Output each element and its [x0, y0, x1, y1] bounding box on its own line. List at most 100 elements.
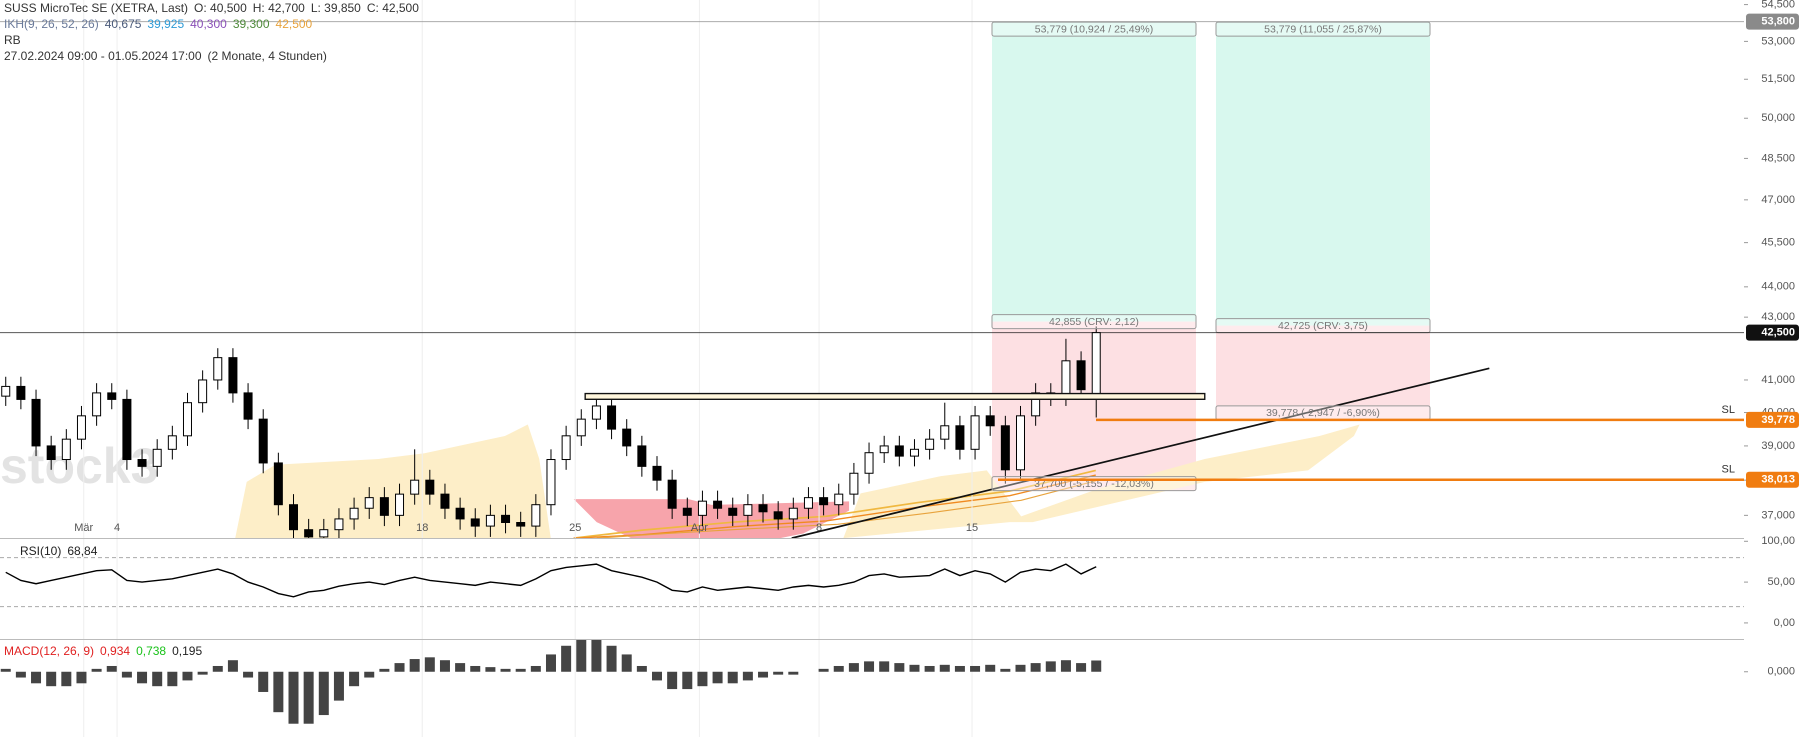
macd-bar — [909, 664, 920, 672]
macd-bar — [939, 664, 950, 672]
y-tick-label: 53,000 — [1761, 35, 1795, 47]
candle-body — [576, 418, 586, 437]
indicator-values: 40,675 39,925 40,300 39,300 42,500 — [105, 17, 319, 31]
position-label-box — [1215, 21, 1431, 37]
candle-body — [849, 472, 859, 495]
candle-body — [258, 418, 268, 464]
candle-body — [773, 511, 783, 520]
position-label-box — [991, 314, 1197, 330]
y-tick-label: 41,000 — [1761, 374, 1795, 386]
candle-body — [470, 518, 480, 527]
x-tick-label: 4 — [114, 522, 120, 534]
macd-bar — [621, 654, 632, 672]
macd-bar — [1000, 668, 1011, 672]
candle-body — [440, 493, 450, 509]
macd-bar — [576, 640, 587, 672]
x-tick-label: 15 — [966, 522, 978, 534]
candle-body — [637, 445, 647, 467]
candle-body — [485, 514, 495, 527]
level-badge — [1746, 13, 1799, 30]
level-label: 38,013 — [1761, 474, 1795, 486]
macd-bar — [652, 671, 663, 681]
duration: (2 Monate, 4 Stunden) — [207, 49, 327, 63]
range: 27.02.2024 09:00 - 01.05.2024 17:00 — [4, 49, 202, 63]
macd-bar — [954, 665, 965, 672]
macd-bar — [31, 671, 42, 684]
candle-body — [31, 398, 41, 447]
indicator-value: 40,300 — [190, 17, 227, 31]
candle-body — [546, 459, 556, 506]
candle-body — [561, 435, 571, 461]
macd-bar — [455, 663, 466, 672]
indicator-value: 39,925 — [147, 17, 185, 31]
candle-body — [1076, 360, 1086, 391]
target-zone — [1216, 22, 1430, 326]
macd-bar — [212, 665, 223, 672]
ohlc: O: 40,500 H: 42,700 L: 39,850 C: 42,500 — [194, 1, 425, 15]
x-tick-label: Mär — [74, 522, 93, 534]
macd-bar — [439, 660, 450, 672]
candle-body — [379, 497, 389, 516]
candle-body — [349, 507, 359, 520]
candle-body — [985, 415, 995, 427]
macd-bar — [742, 671, 753, 681]
ohlc-value: H: 42,700 — [252, 1, 305, 15]
macd-bar — [636, 665, 647, 672]
candle-body — [137, 459, 147, 467]
candle-body — [667, 479, 677, 509]
macd-bar — [379, 668, 390, 672]
candle-body — [319, 529, 329, 538]
ohlc-value: L: 39,850 — [310, 1, 361, 15]
position-label: 42,725 (CRV: 3,75) — [1278, 320, 1368, 332]
level-badge — [1746, 471, 1799, 488]
macd-bar — [182, 671, 193, 681]
y-tick-label: 50,000 — [1761, 112, 1795, 124]
candle-body — [682, 507, 692, 516]
macd-bar — [76, 671, 87, 684]
macd-bar — [303, 671, 314, 724]
candle-body — [652, 465, 662, 481]
candle-body — [1061, 360, 1071, 397]
candle-body — [758, 504, 768, 513]
resistance-zone — [584, 392, 1206, 400]
candle-body — [16, 385, 26, 400]
candle-body — [819, 497, 829, 506]
y-tick-label: 100,00 — [1761, 535, 1795, 547]
candle-body — [909, 448, 919, 457]
candle-body — [76, 415, 86, 440]
macd-bar — [1091, 660, 1102, 672]
ohlc-value: C: 42,500 — [366, 1, 419, 15]
macd-bar — [15, 671, 26, 678]
position-label: 53,779 (11,055 / 25,87%) — [1264, 23, 1382, 35]
range-row: 27.02.2024 09:00 - 01.05.2024 17:00 (2 Mo… — [4, 48, 431, 64]
candle-body — [591, 405, 601, 420]
candle-body — [243, 392, 253, 420]
position-label: 42,855 (CRV: 2,12) — [1049, 316, 1139, 328]
ohlc-value: O: 40,500 — [194, 1, 247, 15]
macd-bar — [894, 663, 905, 672]
macd-bar — [667, 671, 678, 690]
macd-bar — [606, 645, 617, 672]
y-tick-label: 44,000 — [1761, 281, 1795, 293]
macd-bar — [394, 663, 405, 672]
level-name: SL — [1722, 404, 1735, 416]
y-tick-label: 54,500 — [1761, 0, 1795, 10]
candle-body — [395, 493, 405, 516]
macd-bar — [152, 671, 163, 687]
candle-body — [970, 415, 980, 450]
macd-bar — [424, 657, 435, 672]
candle-body — [167, 435, 177, 450]
candle-body — [1015, 415, 1025, 471]
candle-body — [289, 504, 299, 531]
rsi-value: 68,84 — [67, 544, 98, 558]
y-tick-label: 43,000 — [1761, 311, 1795, 323]
y-tick-label: 0,00 — [1774, 617, 1795, 629]
macd-bar — [227, 660, 238, 672]
candle-body — [334, 518, 344, 531]
macd-bar — [727, 671, 738, 684]
y-tick-label: 51,500 — [1761, 73, 1795, 85]
macd-bar — [1015, 664, 1026, 672]
level-name: SL — [1722, 464, 1735, 476]
candle-body — [304, 529, 314, 538]
